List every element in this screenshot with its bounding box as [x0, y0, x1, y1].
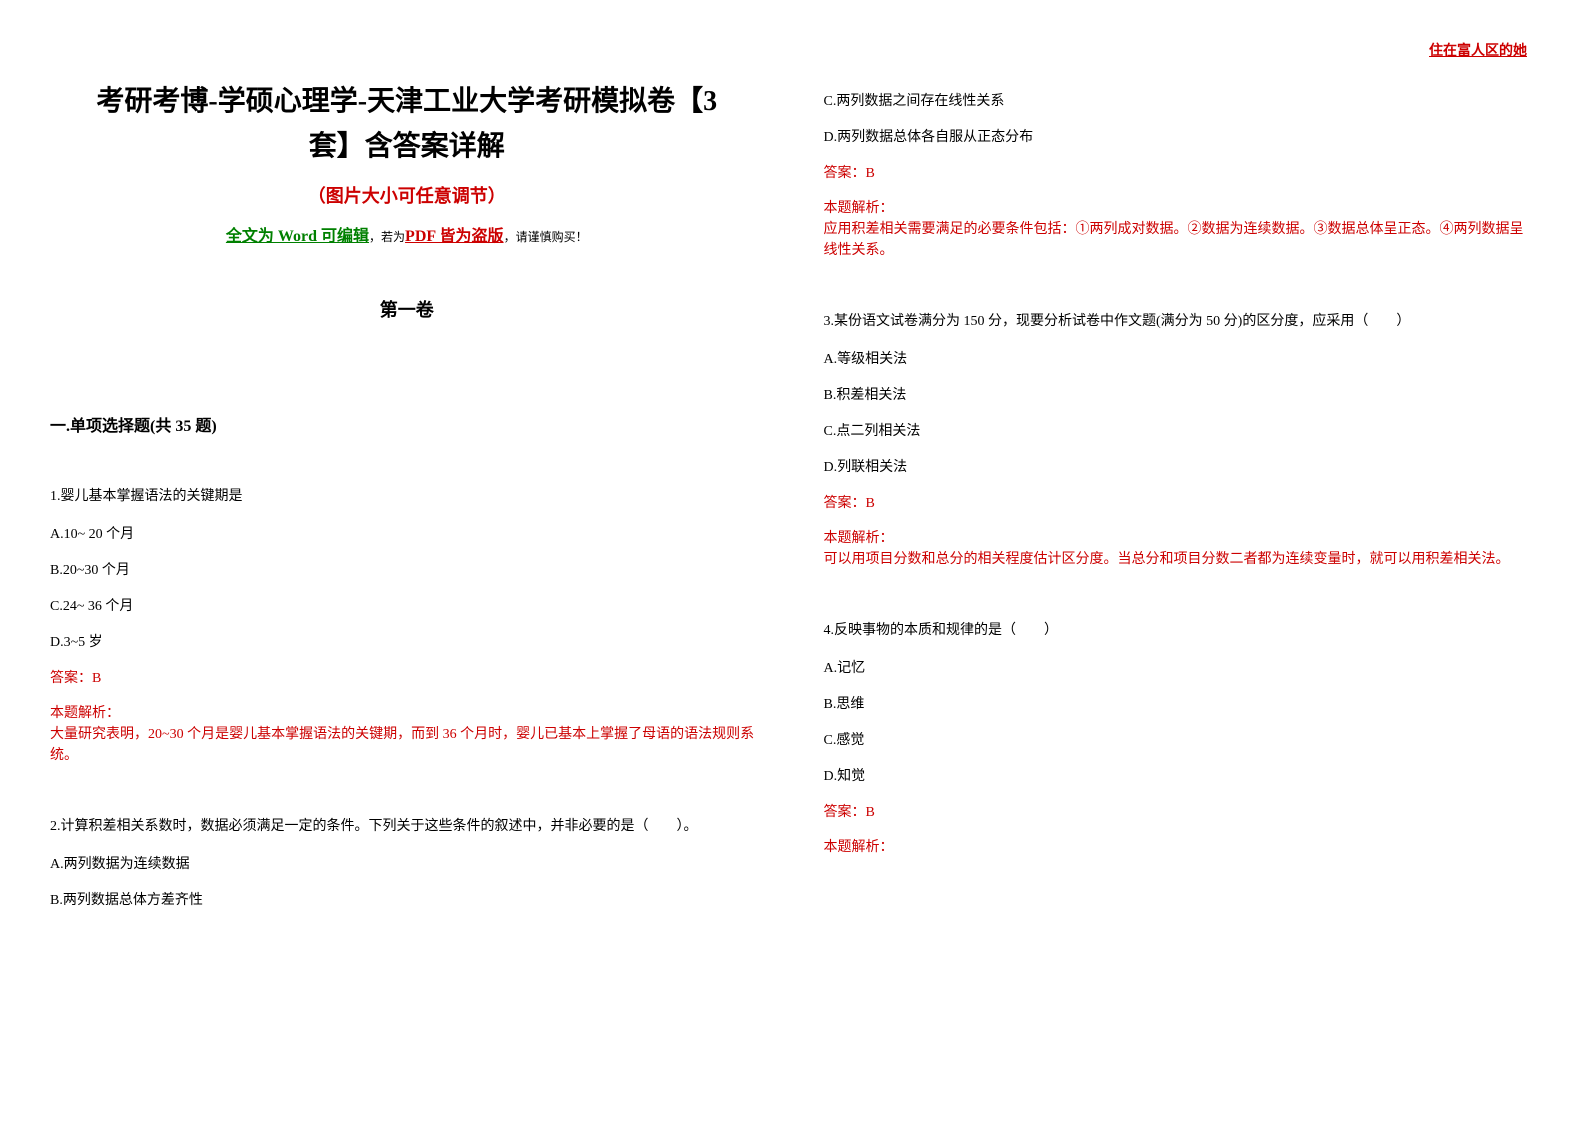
q4-option-b: B.思维 — [824, 693, 1538, 713]
q4-answer: 答案：B — [824, 801, 1538, 821]
q2-explain-label: 本题解析： — [824, 198, 1538, 219]
q3-option-c: C.点二列相关法 — [824, 420, 1538, 440]
q4-explain-label: 本题解析： — [824, 837, 1538, 858]
section-title: 一.单项选择题(共 35 题) — [50, 412, 764, 436]
q3-option-b: B.积差相关法 — [824, 384, 1538, 404]
q1-explain-label: 本题解析： — [50, 703, 764, 724]
q1-option-a: A.10~ 20 个月 — [50, 523, 764, 543]
q2-answer: 答案：B — [824, 162, 1538, 182]
question-1: 1.婴儿基本掌握语法的关键期是 A.10~ 20 个月 B.20~30 个月 C… — [50, 486, 764, 766]
q3-text: 3.某份语文试卷满分为 150 分，现要分析试卷中作文题(满分为 50 分)的区… — [824, 311, 1538, 332]
doc-title-line1: 考研考博-学硕心理学-天津工业大学考研模拟卷【3 — [50, 80, 764, 125]
left-column: 考研考博-学硕心理学-天津工业大学考研模拟卷【3 套】含答案详解 （图片大小可任… — [50, 80, 764, 925]
question-2-cont: C.两列数据之间存在线性关系 D.两列数据总体各自服从正态分布 答案：B 本题解… — [824, 90, 1538, 261]
word-editable-text: 全文为 Word 可编辑 — [226, 228, 369, 245]
doc-title-line2: 套】含答案详解 — [50, 125, 764, 170]
q3-option-a: A.等级相关法 — [824, 348, 1538, 368]
question-4: 4.反映事物的本质和规律的是（ ） A.记忆 B.思维 C.感觉 D.知觉 答案… — [824, 620, 1538, 858]
q1-answer: 答案：B — [50, 667, 764, 687]
q1-text: 1.婴儿基本掌握语法的关键期是 — [50, 486, 764, 507]
main-content: 考研考博-学硕心理学-天津工业大学考研模拟卷【3 套】含答案详解 （图片大小可任… — [50, 80, 1537, 925]
doc-subtitle: （图片大小可任意调节） — [50, 182, 764, 208]
q3-explain-label: 本题解析： — [824, 528, 1538, 549]
q4-option-a: A.记忆 — [824, 657, 1538, 677]
q2-option-a: A.两列数据为连续数据 — [50, 853, 764, 873]
q2-text: 2.计算积差相关系数时，数据必须满足一定的条件。下列关于这些条件的叙述中，并非必… — [50, 816, 764, 837]
header-right-text: 住在富人区的她 — [1429, 40, 1527, 60]
q4-text: 4.反映事物的本质和规律的是（ ） — [824, 620, 1538, 641]
word-note-suffix: ，请谨慎购买！ — [504, 230, 588, 244]
q1-explain-text: 大量研究表明，20~30 个月是婴儿基本掌握语法的关键期，而到 36 个月时，婴… — [50, 724, 764, 766]
q4-option-c: C.感觉 — [824, 729, 1538, 749]
q2-explain-text: 应用积差相关需要满足的必要条件包括：①两列成对数据。②数据为连续数据。③数据总体… — [824, 219, 1538, 261]
pdf-pirate-text: PDF 皆为盗版 — [405, 228, 504, 245]
q2-option-b: B.两列数据总体方差齐性 — [50, 889, 764, 909]
word-note: 全文为 Word 可编辑，若为PDF 皆为盗版，请谨慎购买！ — [50, 222, 764, 246]
q1-option-b: B.20~30 个月 — [50, 559, 764, 579]
q4-option-d: D.知觉 — [824, 765, 1538, 785]
q3-answer: 答案：B — [824, 492, 1538, 512]
word-note-mid: ，若为 — [369, 230, 405, 244]
q3-option-d: D.列联相关法 — [824, 456, 1538, 476]
q1-option-c: C.24~ 36 个月 — [50, 595, 764, 615]
volume-title: 第一卷 — [50, 296, 764, 322]
q1-option-d: D.3~5 岁 — [50, 631, 764, 651]
q2-option-d: D.两列数据总体各自服从正态分布 — [824, 126, 1538, 146]
question-3: 3.某份语文试卷满分为 150 分，现要分析试卷中作文题(满分为 50 分)的区… — [824, 311, 1538, 570]
right-column: C.两列数据之间存在线性关系 D.两列数据总体各自服从正态分布 答案：B 本题解… — [824, 80, 1538, 925]
q3-explain-text: 可以用项目分数和总分的相关程度估计区分度。当总分和项目分数二者都为连续变量时，就… — [824, 549, 1538, 570]
q2-option-c: C.两列数据之间存在线性关系 — [824, 90, 1538, 110]
question-2-start: 2.计算积差相关系数时，数据必须满足一定的条件。下列关于这些条件的叙述中，并非必… — [50, 816, 764, 909]
